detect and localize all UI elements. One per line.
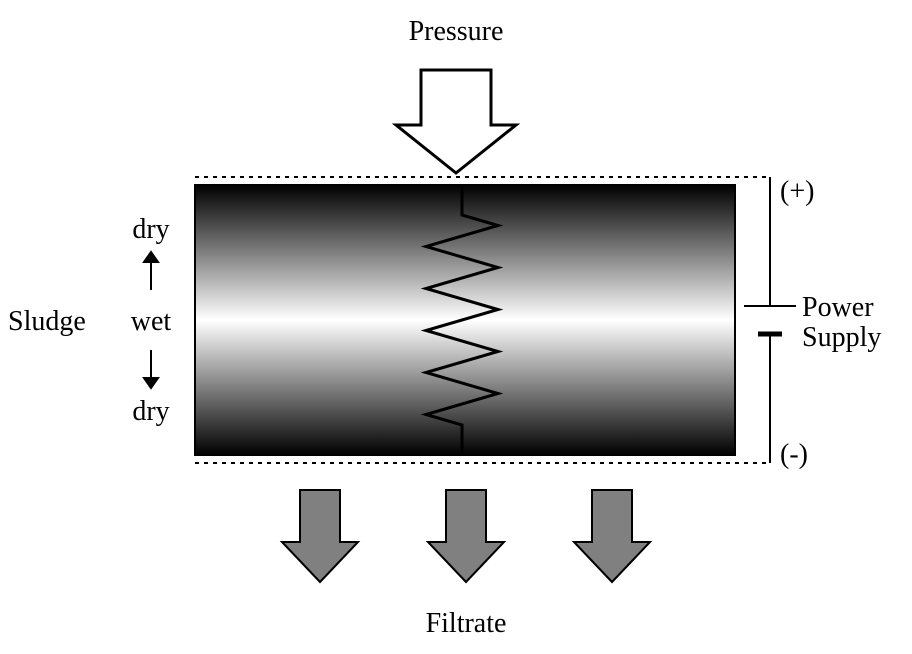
filtrate-arrow — [282, 490, 358, 582]
power-supply-circuit — [744, 177, 796, 463]
diagram-root: Pressure Sludge dry wet dry (+) (-) Powe… — [0, 0, 912, 654]
filtrate-arrow — [574, 490, 650, 582]
label-sludge: Sludge — [8, 306, 86, 337]
filtrate-arrow — [428, 490, 504, 582]
label-pressure: Pressure — [409, 16, 504, 47]
label-dry-top: dry — [132, 214, 169, 245]
label-filtrate: Filtrate — [426, 608, 507, 639]
filtrate-arrows — [282, 490, 650, 582]
label-dry-bottom: dry — [132, 396, 169, 427]
label-power-2: Supply — [802, 322, 881, 353]
label-power-1: Power — [802, 292, 874, 323]
pressure-arrow — [396, 70, 516, 173]
label-wet: wet — [131, 306, 172, 337]
label-minus: (-) — [780, 439, 808, 470]
label-plus: (+) — [780, 176, 814, 207]
